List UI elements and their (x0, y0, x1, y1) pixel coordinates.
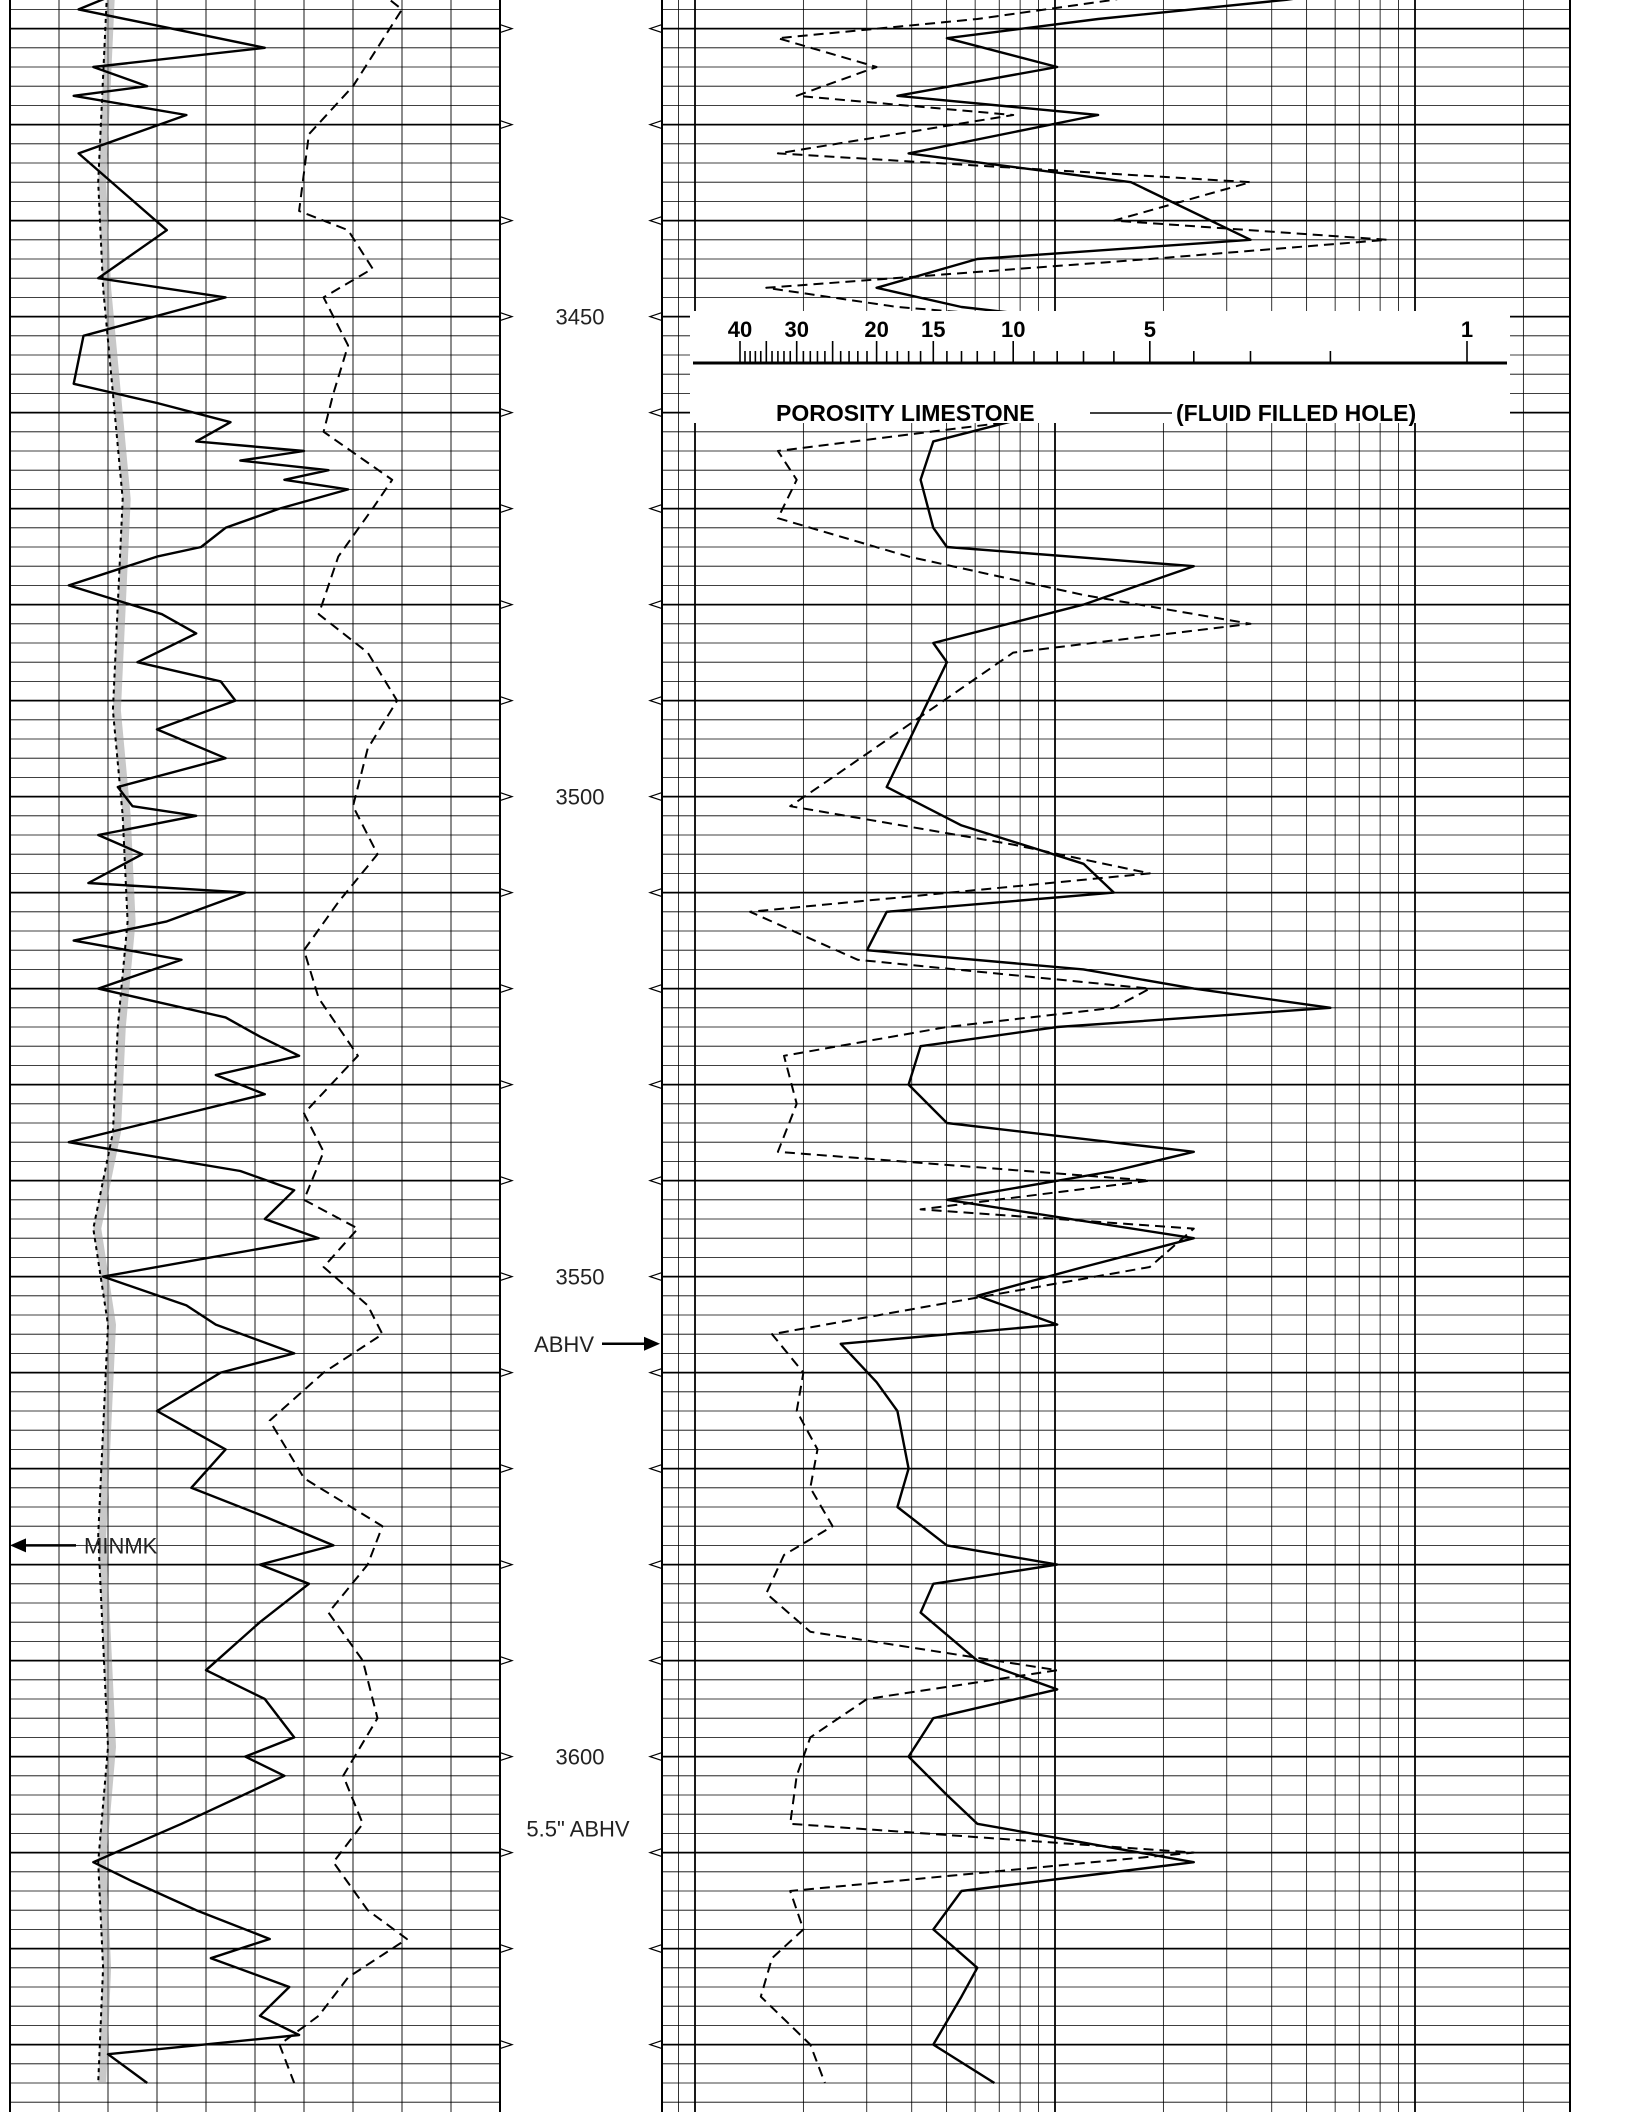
depth-tick (648, 312, 663, 322)
right-track-curves (749, 0, 1389, 2085)
depth-tick (499, 1848, 514, 1858)
depth-tick (499, 984, 514, 994)
depth-tick (648, 1176, 663, 1186)
right-track-curve-solid (839, 0, 1332, 2085)
scale-tick-label: 1 (1461, 317, 1473, 342)
depth-tick (499, 600, 514, 610)
marker-label: MINMK (84, 1533, 158, 1558)
depth-tick (648, 1368, 663, 1378)
depth-tick (648, 1944, 663, 1954)
depth-label: 3450 (556, 305, 605, 330)
depth-tick (648, 600, 663, 610)
depth-tick (499, 696, 514, 706)
scale-tick-label: 5 (1144, 317, 1156, 342)
depth-tick (499, 1560, 514, 1570)
depth-tick (499, 1176, 514, 1186)
depth-track: 3450 3500 3550 3600 5.5" ABHV MINMK ABHV (10, 24, 663, 2050)
depth-tick (499, 408, 514, 418)
depth-tick (499, 1752, 514, 1762)
left-track-curve-dotted (92, 0, 129, 2084)
marker-arrow-head (10, 1538, 26, 1553)
depth-tick (648, 1464, 663, 1474)
depth-tick (648, 216, 663, 226)
depth-tick (648, 504, 663, 514)
left-track-grid (9, 0, 501, 2112)
depth-tick (499, 792, 514, 802)
depth-tick (648, 696, 663, 706)
depth-label: 3600 (556, 1745, 605, 1770)
depth-tick (499, 1368, 514, 1378)
depth-tick (499, 888, 514, 898)
marker-arrow-head (644, 1336, 660, 1351)
depth-tick (648, 408, 663, 418)
scale-tick-label: 15 (921, 317, 945, 342)
scale-tick-label: 20 (864, 317, 888, 342)
porosity-scale: 40 30 20 15 10 5 1 POROSITY LIMESTONE (FLUID FIL… (690, 311, 1510, 426)
depth-tick (499, 216, 514, 226)
depth-tick (499, 2040, 514, 2050)
marker-label: ABHV (534, 1332, 594, 1357)
scale-tick-label: 10 (1001, 317, 1025, 342)
depth-tick (499, 24, 514, 34)
depth-tick (499, 1464, 514, 1474)
depth-tick (648, 1752, 663, 1762)
depth-tick (648, 24, 663, 34)
depth-tick (499, 120, 514, 130)
depth-tick (648, 1560, 663, 1570)
scale-tick-label: 30 (784, 317, 808, 342)
depth-tick (648, 1080, 663, 1090)
scale-tick-label: 40 (728, 317, 752, 342)
depth-tick (648, 792, 663, 802)
scale-title-right: (FLUID FILLED HOLE) (1176, 400, 1416, 426)
depth-tick (499, 312, 514, 322)
left-track-curve-solid (67, 0, 350, 2084)
depth-tick (648, 1848, 663, 1858)
depth-tick (648, 984, 663, 994)
depth-tick (648, 1656, 663, 1666)
scale-background (690, 311, 1510, 423)
depth-label: 3550 (556, 1265, 605, 1290)
annotation-label: 5.5" ABHV (526, 1817, 630, 1842)
left-track-curves (67, 0, 408, 2084)
depth-tick (499, 1656, 514, 1666)
left-track-curve-dashed (268, 0, 408, 2084)
depth-tick (499, 1272, 514, 1282)
depth-tick (499, 1080, 514, 1090)
depth-tick (648, 1272, 663, 1282)
depth-tick (648, 888, 663, 898)
right-track-curve-dashed (749, 0, 1389, 2084)
depth-tick (499, 504, 514, 514)
depth-label: 3500 (556, 785, 605, 810)
depth-tick (648, 120, 663, 130)
scale-title-left: POROSITY LIMESTONE (776, 400, 1035, 426)
depth-tick (499, 1944, 514, 1954)
depth-tick (648, 2040, 663, 2050)
left-track-shading (93, 0, 136, 2083)
